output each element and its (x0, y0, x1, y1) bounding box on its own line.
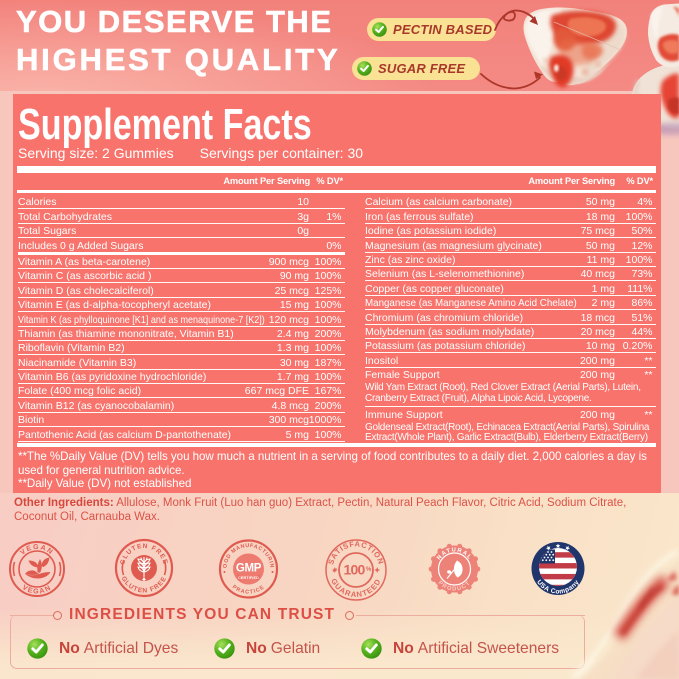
svg-text:PRACTICE: PRACTICE (231, 584, 266, 595)
svg-text:GMP: GMP (236, 563, 262, 575)
svg-text:100: 100 (344, 562, 366, 578)
svg-text:GUARANTEED: GUARANTEED (329, 577, 383, 599)
svg-text:%: % (366, 567, 372, 573)
svg-text:VEGAN: VEGAN (21, 584, 53, 595)
svg-text:CERTIFIED: CERTIFIED (238, 576, 259, 580)
